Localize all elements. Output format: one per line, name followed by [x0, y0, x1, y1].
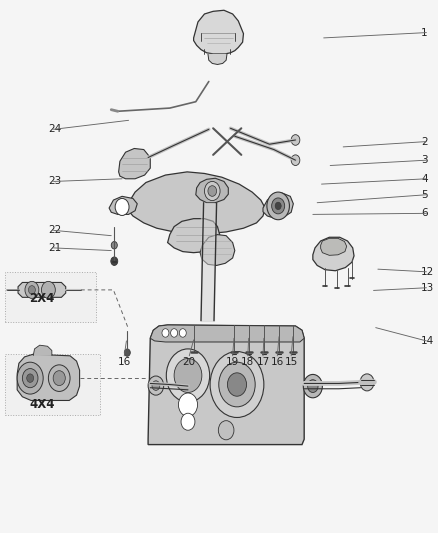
PathPatch shape: [200, 235, 235, 265]
Circle shape: [27, 374, 34, 382]
Circle shape: [275, 202, 281, 209]
Circle shape: [219, 362, 255, 407]
Text: 15: 15: [285, 357, 298, 367]
Circle shape: [303, 374, 322, 398]
Circle shape: [22, 368, 38, 387]
Circle shape: [174, 359, 202, 392]
Circle shape: [178, 393, 198, 416]
Text: 5: 5: [421, 190, 428, 200]
Text: 16: 16: [271, 357, 284, 367]
Text: 13: 13: [421, 283, 434, 293]
PathPatch shape: [321, 238, 346, 255]
Text: 1: 1: [421, 28, 428, 38]
Circle shape: [272, 198, 285, 214]
PathPatch shape: [263, 193, 293, 219]
Circle shape: [42, 281, 55, 298]
Circle shape: [218, 421, 234, 440]
PathPatch shape: [150, 325, 304, 342]
PathPatch shape: [109, 196, 137, 214]
Text: 3: 3: [421, 155, 428, 165]
Text: 4X4: 4X4: [29, 398, 55, 411]
Text: 22: 22: [48, 225, 62, 236]
PathPatch shape: [17, 354, 80, 400]
Text: 20: 20: [183, 357, 196, 367]
Text: 2: 2: [421, 136, 428, 147]
Circle shape: [162, 329, 169, 337]
PathPatch shape: [194, 10, 244, 54]
Circle shape: [124, 349, 131, 357]
Circle shape: [17, 362, 43, 394]
Circle shape: [152, 381, 160, 390]
Circle shape: [148, 376, 164, 395]
PathPatch shape: [313, 237, 354, 271]
Text: 17: 17: [256, 357, 270, 367]
FancyBboxPatch shape: [5, 354, 100, 415]
PathPatch shape: [33, 345, 52, 356]
Circle shape: [111, 241, 117, 249]
PathPatch shape: [196, 178, 228, 203]
Text: 23: 23: [48, 176, 62, 187]
Text: 2X4: 2X4: [29, 292, 55, 305]
Text: 6: 6: [421, 208, 428, 219]
Text: 18: 18: [241, 357, 254, 367]
Circle shape: [227, 373, 247, 396]
PathPatch shape: [148, 325, 304, 445]
Text: 24: 24: [48, 124, 62, 134]
Circle shape: [208, 185, 217, 196]
Text: 16: 16: [118, 357, 131, 367]
Circle shape: [181, 413, 195, 430]
Circle shape: [210, 352, 264, 417]
FancyBboxPatch shape: [5, 272, 96, 322]
Circle shape: [25, 281, 39, 298]
Circle shape: [53, 370, 65, 385]
PathPatch shape: [18, 282, 66, 297]
Circle shape: [28, 286, 35, 294]
Circle shape: [179, 329, 186, 337]
Circle shape: [205, 181, 220, 200]
Circle shape: [48, 365, 70, 391]
Text: 21: 21: [48, 243, 62, 253]
Circle shape: [307, 379, 318, 392]
Circle shape: [171, 329, 177, 337]
Circle shape: [111, 257, 118, 265]
Circle shape: [267, 192, 290, 220]
PathPatch shape: [127, 172, 265, 233]
Circle shape: [166, 349, 210, 402]
PathPatch shape: [168, 219, 219, 253]
Circle shape: [291, 155, 300, 165]
Text: 19: 19: [226, 357, 239, 367]
Circle shape: [291, 135, 300, 146]
PathPatch shape: [208, 54, 227, 64]
Circle shape: [360, 374, 374, 391]
Circle shape: [115, 198, 129, 215]
Text: 4: 4: [421, 174, 428, 184]
PathPatch shape: [119, 149, 150, 179]
Text: 12: 12: [421, 267, 434, 277]
Text: 14: 14: [421, 336, 434, 346]
